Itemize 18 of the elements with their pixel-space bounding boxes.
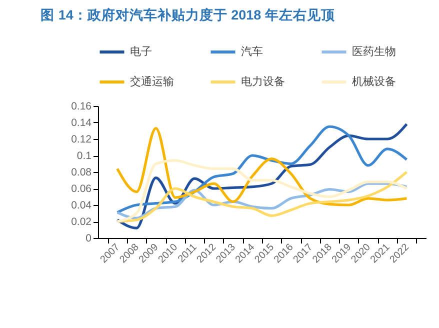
y-tick-label: 0.06 (71, 183, 92, 195)
y-tick-label: 0.08 (71, 166, 92, 178)
line-series (116, 159, 408, 223)
legend-label: 交通运输 (130, 75, 174, 88)
legend-label: 电子 (130, 45, 152, 58)
y-tick-label: 0.14 (71, 117, 92, 129)
y-tick-label: 0.12 (71, 134, 92, 146)
y-tick-label: 0.16 (71, 100, 92, 112)
y-tick-label: 0.02 (71, 216, 92, 228)
y-tick-label: 0 (86, 232, 92, 244)
legend-label: 电力设备 (241, 75, 285, 88)
legend-label: 医药生物 (352, 45, 396, 58)
legend-label: 汽车 (241, 45, 263, 58)
legend-label: 机械设备 (352, 75, 396, 88)
chart-title: 图 14：政府对汽车补贴力度于 2018 年左右见顶 (40, 6, 336, 22)
y-tick-label: 0.04 (71, 200, 92, 212)
y-tick-label: 0.1 (76, 150, 92, 162)
line-series (116, 170, 408, 223)
